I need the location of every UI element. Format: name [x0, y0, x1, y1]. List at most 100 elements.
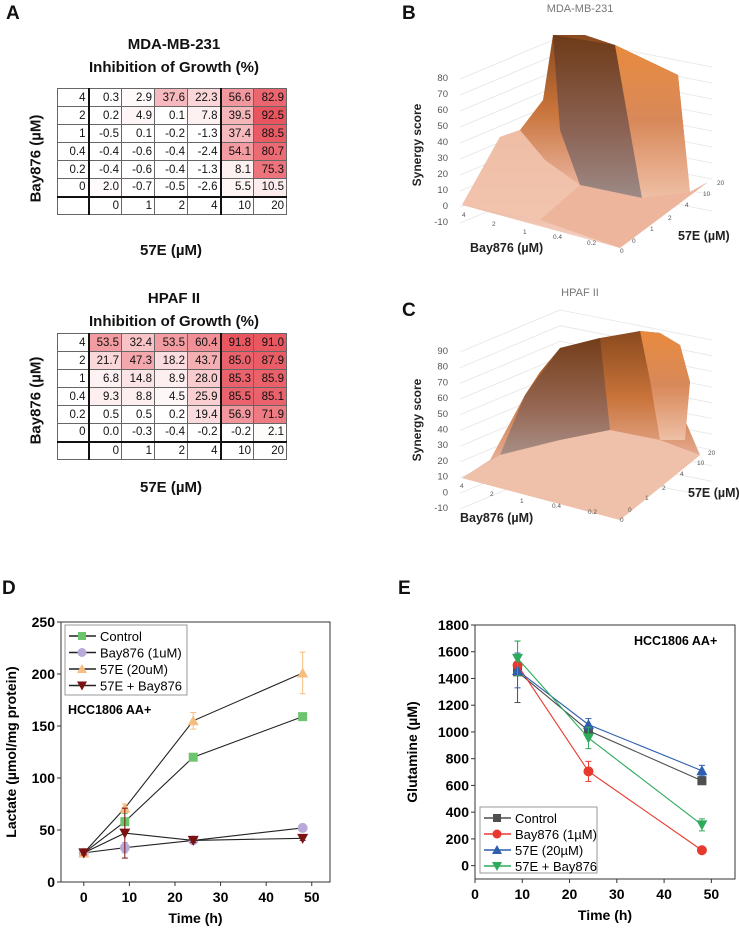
- y-tick-label: 200: [446, 831, 470, 847]
- surface-title: MDA-MB-231: [547, 3, 614, 15]
- y-tick-label: 150: [32, 718, 56, 734]
- x-tick-label: 1: [520, 498, 524, 505]
- table-cell: -0.2: [187, 423, 221, 442]
- z-tick-label: 20: [437, 169, 448, 180]
- x-tick-label: 40: [258, 889, 274, 905]
- table-cell: 53.5: [88, 333, 122, 352]
- table-cell: 0.5: [121, 405, 155, 424]
- x-tick-label: 4: [460, 483, 464, 490]
- table-subtitle: Inhibition of Growth (%): [89, 59, 259, 76]
- z-tick-label: 60: [437, 105, 448, 116]
- gridline: [459, 52, 561, 96]
- table-cell: 80.7: [253, 142, 287, 161]
- series-57e-bay876: [78, 807, 309, 859]
- y-axis-label: 57E (µM): [688, 486, 739, 500]
- y-tick-label: 100: [32, 770, 56, 786]
- table-cell: 82.9: [253, 88, 287, 107]
- table-cell: 92.5: [253, 106, 287, 125]
- y-tick-label: 10: [697, 460, 705, 467]
- z-tick-label: 70: [437, 89, 448, 100]
- table-row: 1 6.8 14.8 8.9 28.0 85.3 85.9: [57, 369, 287, 388]
- y-tick-label: 1800: [438, 617, 469, 633]
- table-row: 0.4 -0.4 -0.6 -0.4 -2.4 54.1 80.7: [57, 142, 287, 161]
- table-cell: -0.4: [154, 423, 188, 442]
- x-tick-label: 0.4: [553, 234, 562, 241]
- table-cell: 0.1: [154, 106, 188, 125]
- x-axis-label: Time (h): [578, 907, 632, 923]
- triangle-down-marker: [187, 835, 199, 846]
- x-tick-label: 4: [462, 212, 466, 219]
- gridline: [459, 325, 561, 369]
- triangle-up-marker: [582, 719, 594, 730]
- z-tick-label: 0: [443, 201, 448, 212]
- x-tick-label: 50: [704, 886, 720, 902]
- table-cell: -0.6: [121, 142, 155, 161]
- z-tick-label: 40: [437, 425, 448, 436]
- legend-label: Control: [100, 629, 142, 644]
- z-tick-label: 70: [437, 377, 448, 388]
- legend-label: Control: [515, 811, 557, 826]
- table-cell: -0.5: [154, 178, 188, 197]
- series-line: [83, 716, 303, 854]
- gridline: [459, 84, 561, 128]
- table-subtitle: Inhibition of Growth (%): [89, 313, 259, 330]
- column-header: 2: [154, 440, 188, 460]
- square-marker: [78, 632, 86, 640]
- table-row: 2 0.2 4.9 0.1 7.8 39.5 92.5: [57, 106, 287, 125]
- surface-face: [540, 182, 708, 248]
- x-tick-label: 0: [471, 886, 479, 902]
- square-marker: [493, 814, 501, 822]
- table-cell: 56.6: [219, 88, 254, 107]
- z-tick-label: 50: [437, 121, 448, 132]
- x-tick-label: 0: [620, 248, 624, 255]
- table-row: 0.2 -0.4 -0.6 -0.4 -1.3 8.1 75.3: [57, 160, 287, 179]
- table-cell: 28.0: [187, 369, 221, 388]
- x-tick-label: 50: [304, 889, 320, 905]
- row-label: 0.2: [57, 160, 90, 179]
- y-axis-label: Lactate (µmol/mg protein): [3, 666, 19, 837]
- table-row: 0 0.0 -0.3 -0.4 -0.2 -0.2 2.1: [57, 423, 287, 442]
- triangle-up-marker: [297, 667, 309, 678]
- x-tick-label: 0.4: [552, 503, 561, 510]
- legend-label: 57E (20uM): [100, 662, 168, 677]
- circle-marker: [583, 766, 594, 777]
- table-cell: 9.3: [88, 387, 122, 406]
- table-cell: 71.9: [253, 405, 287, 424]
- x-tick-label: 0: [620, 517, 624, 524]
- z-tick-label: 60: [437, 393, 448, 404]
- table-xlabel: 57E (µM): [140, 479, 202, 496]
- series-control: [513, 640, 707, 786]
- column-header: 10: [219, 440, 254, 460]
- triangle-up-marker: [696, 765, 708, 776]
- surface-face: [553, 35, 642, 198]
- table-cell: 6.8: [88, 369, 122, 388]
- y-tick-label: 1: [645, 495, 649, 502]
- table-cell: 0.1: [121, 124, 155, 143]
- y-tick-label: 0: [461, 858, 469, 874]
- table-cell: 37.4: [219, 124, 254, 143]
- legend-label: 57E (20µM): [515, 843, 583, 858]
- x-tick-label: 10: [122, 889, 138, 905]
- y-tick-label: 400: [446, 804, 470, 820]
- triangle-down-marker: [492, 862, 502, 871]
- table-cell: 85.9: [253, 369, 287, 388]
- gridline: [459, 68, 561, 112]
- x-tick-label: 20: [562, 886, 578, 902]
- column-header: 20: [253, 195, 287, 215]
- y-tick-label: 0: [632, 238, 636, 245]
- y-tick-label: 250: [32, 614, 56, 630]
- circle-marker: [696, 845, 707, 856]
- table-cell: 14.8: [121, 369, 155, 388]
- y-tick-label: 10: [703, 191, 711, 198]
- x-tick-label: 30: [213, 889, 229, 905]
- z-tick-label: -10: [434, 503, 448, 514]
- y-tick-label: 1: [650, 226, 654, 233]
- empty-cell: [57, 195, 90, 215]
- triangle-up-marker: [77, 664, 87, 673]
- y-tick-label: 0: [47, 874, 55, 890]
- table-cell: -0.3: [121, 423, 155, 442]
- table-cell: -0.2: [154, 124, 188, 143]
- x-tick-label: 0: [80, 889, 88, 905]
- series-line: [83, 827, 303, 854]
